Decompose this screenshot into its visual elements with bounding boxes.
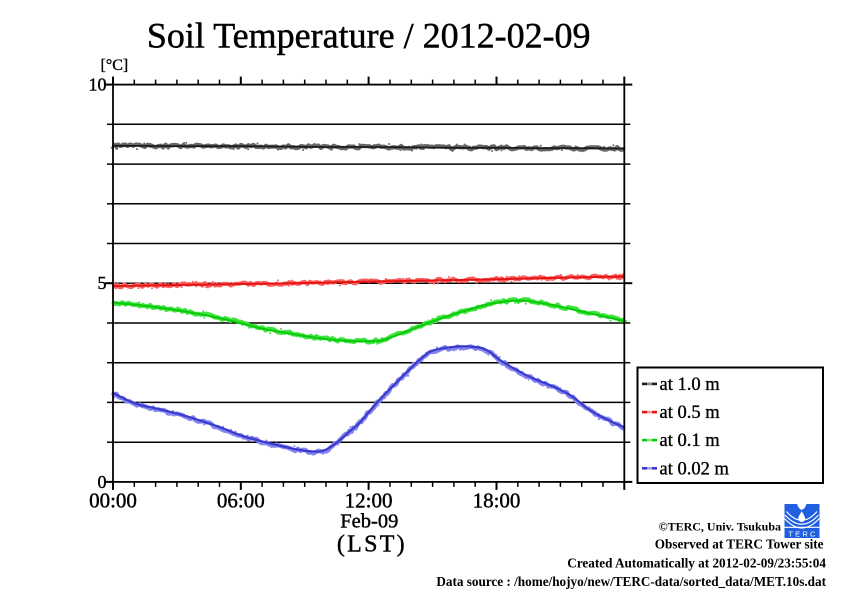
svg-text:Data source : /home/hojyo/new/: Data source : /home/hojyo/new/TERC-data/… bbox=[436, 574, 826, 589]
svg-text:18:00: 18:00 bbox=[473, 489, 521, 513]
svg-text:5: 5 bbox=[98, 273, 107, 293]
svg-text:00:00: 00:00 bbox=[89, 489, 137, 513]
svg-text:12:00: 12:00 bbox=[345, 489, 393, 513]
svg-text:at 0.02 m: at 0.02 m bbox=[660, 459, 730, 479]
svg-text:(LST): (LST) bbox=[337, 531, 407, 557]
svg-text:0: 0 bbox=[98, 472, 107, 492]
svg-text:10: 10 bbox=[89, 75, 107, 95]
svg-text:Observed at TERC Tower site: Observed at TERC Tower site bbox=[655, 537, 824, 552]
svg-text:at 0.1 m: at 0.1 m bbox=[660, 431, 721, 451]
svg-text:Feb-09: Feb-09 bbox=[340, 510, 398, 532]
svg-text:at 1.0 m: at 1.0 m bbox=[660, 375, 721, 395]
svg-text:at 0.5 m: at 0.5 m bbox=[660, 403, 721, 423]
svg-text:©TERC, Univ. Tsukuba: ©TERC, Univ. Tsukuba bbox=[659, 519, 781, 533]
svg-text:Created Automatically at 2012-: Created Automatically at 2012-02-09/23:5… bbox=[567, 555, 826, 570]
svg-text:TERC: TERC bbox=[788, 529, 817, 538]
svg-text:06:00: 06:00 bbox=[217, 489, 265, 513]
svg-text:[°C]: [°C] bbox=[101, 57, 129, 74]
svg-text:Soil Temperature / 2012-02-09: Soil Temperature / 2012-02-09 bbox=[147, 16, 591, 56]
